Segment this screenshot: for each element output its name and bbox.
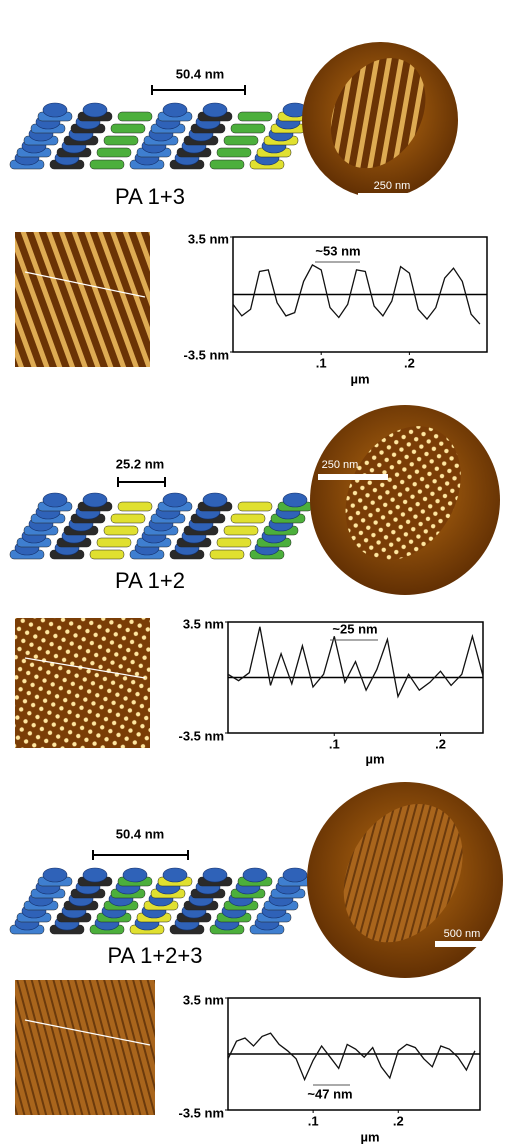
fiber [104, 526, 138, 535]
fiber [111, 124, 145, 133]
fiber [97, 148, 131, 157]
headgroup [163, 493, 187, 507]
spacing-label: 50.4 nm [116, 826, 164, 841]
headgroup [163, 103, 187, 117]
headgroup [123, 868, 147, 882]
fiber [224, 136, 258, 145]
headgroup [163, 868, 187, 882]
headgroup [43, 493, 67, 507]
x-tick-label: .2 [435, 736, 446, 751]
afm-square [15, 232, 150, 367]
y-tick-label: -3.5 nm [178, 728, 224, 743]
fiber [210, 160, 244, 169]
y-tick-label: 3.5 nm [183, 992, 224, 1007]
headgroup [43, 103, 67, 117]
headgroup [203, 103, 227, 117]
y-tick-label: 3.5 nm [183, 616, 224, 631]
fiber [224, 526, 258, 535]
spacing-label: 50.4 nm [176, 66, 224, 81]
fiber [90, 550, 124, 559]
scale-bar [318, 474, 388, 480]
headgroup [83, 868, 107, 882]
afm-square [15, 618, 150, 748]
fiber [97, 538, 131, 547]
scale-bar-label: 500 nm [444, 928, 481, 940]
x-axis-label: µm [365, 751, 384, 766]
fiber [217, 148, 251, 157]
fiber [118, 112, 152, 121]
headgroup [203, 868, 227, 882]
scale-bar-label: 250 nm [374, 180, 411, 192]
headgroup [83, 493, 107, 507]
x-tick-label: .2 [393, 1113, 404, 1128]
scale-bar [435, 941, 500, 947]
panel-name: PA 1+2+3 [107, 943, 202, 968]
figure: 50.4 nm PA 1+3 250 nm 3.5 nm -3.5 nm .1 .2 µm ~5… [0, 0, 511, 1146]
x-axis-label: µm [360, 1129, 379, 1144]
fiber [90, 160, 124, 169]
x-tick-label: .2 [404, 355, 415, 370]
page: {"panels":[ {"spacing_label":"50.4 nm","… [0, 0, 511, 1146]
y-tick-label: -3.5 nm [178, 1105, 224, 1120]
annotation: ~53 nm [315, 243, 360, 258]
fiber [238, 502, 272, 511]
headgroup [43, 868, 67, 882]
fiber [104, 136, 138, 145]
scale-bar [358, 193, 428, 199]
x-tick-label: .1 [308, 1113, 319, 1128]
y-tick-label: -3.5 nm [183, 347, 229, 362]
fiber [217, 538, 251, 547]
spacing-label: 25.2 nm [116, 456, 164, 471]
panel-name: PA 1+2 [115, 568, 185, 593]
x-axis-label: µm [350, 371, 369, 386]
y-tick-label: 3.5 nm [188, 231, 229, 246]
annotation: ~47 nm [307, 1086, 352, 1101]
headgroup [243, 868, 267, 882]
fiber [231, 124, 265, 133]
fiber [210, 550, 244, 559]
scale-bar-label: 250 nm [322, 459, 359, 471]
panel-name: PA 1+3 [115, 184, 185, 209]
fiber [111, 514, 145, 523]
profile-curve [228, 627, 483, 697]
x-tick-label: .1 [329, 736, 340, 751]
afm-square [15, 980, 155, 1115]
headgroup [283, 493, 307, 507]
annotation: ~25 nm [332, 621, 377, 636]
headgroup [203, 493, 227, 507]
profile-curve [228, 1033, 475, 1079]
fiber [238, 112, 272, 121]
headgroup [83, 103, 107, 117]
fiber [118, 502, 152, 511]
headgroup [283, 868, 307, 882]
fiber [231, 514, 265, 523]
x-tick-label: .1 [316, 355, 327, 370]
